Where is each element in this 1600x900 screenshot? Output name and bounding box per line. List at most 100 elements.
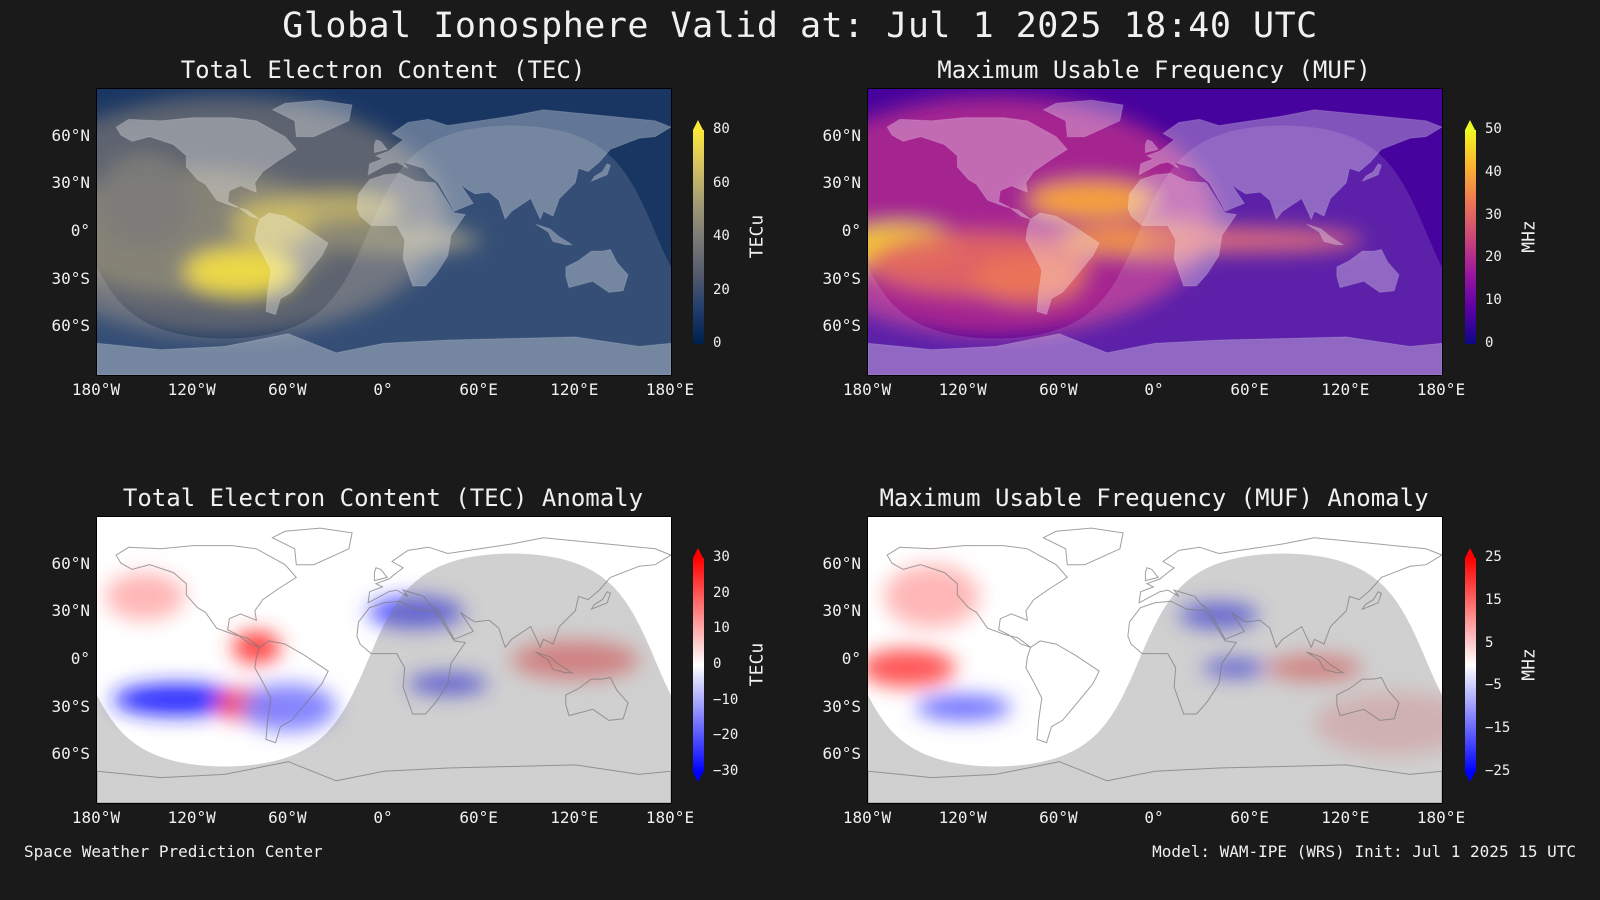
lon-tick: 60°E bbox=[1230, 380, 1269, 399]
lon-tick: 120°W bbox=[938, 380, 987, 399]
continent-japan bbox=[1360, 163, 1383, 183]
continent-australia bbox=[1336, 248, 1400, 293]
colorbar-tick: 40 bbox=[1485, 163, 1502, 180]
colorbar-tick: −15 bbox=[1485, 720, 1511, 737]
lon-tick: 0° bbox=[1144, 808, 1164, 827]
colorbar-arrow-top bbox=[693, 548, 703, 558]
lat-tick: 0° bbox=[70, 649, 90, 668]
lon-tick: 60°E bbox=[459, 808, 498, 827]
colorbar-arrow-bottom bbox=[1465, 772, 1475, 782]
lat-tick: 30°S bbox=[822, 696, 861, 716]
lon-tick: 180°W bbox=[71, 808, 121, 827]
lat-tick: 30°S bbox=[822, 268, 861, 288]
continent-greenland bbox=[1042, 99, 1124, 138]
colorbar-tick: −20 bbox=[713, 727, 739, 744]
continent-uk bbox=[1144, 139, 1160, 154]
continent-africa bbox=[356, 172, 467, 287]
colorbar-tick: 30 bbox=[713, 549, 730, 565]
lon-tick: 60°E bbox=[459, 380, 498, 399]
map-svg bbox=[868, 89, 1442, 375]
colorbar bbox=[1465, 130, 1476, 344]
continent-antarctica bbox=[97, 761, 671, 803]
lat-tick: 30°S bbox=[51, 696, 90, 716]
field-blob bbox=[1314, 691, 1442, 756]
lon-tick: 60°W bbox=[1039, 808, 1078, 827]
lon-tick: 180°E bbox=[1416, 380, 1466, 399]
continent-indonesia bbox=[1306, 223, 1345, 246]
lat-tick: 0° bbox=[841, 649, 861, 668]
lat-tick: 60°S bbox=[822, 316, 861, 336]
lon-tick: 0° bbox=[373, 808, 393, 827]
lat-tick: 0° bbox=[841, 221, 861, 240]
colorbar-tick: 15 bbox=[1485, 591, 1502, 608]
lon-tick: 60°W bbox=[268, 380, 307, 399]
continent-eurasia bbox=[367, 537, 671, 649]
lat-tick: 0° bbox=[70, 221, 90, 240]
footer-right: Model: WAM-IPE (WRS) Init: Jul 1 2025 15… bbox=[1152, 842, 1576, 861]
night-shade bbox=[97, 553, 671, 803]
colorbar-arrow-top bbox=[1465, 120, 1475, 130]
field-blob bbox=[915, 694, 1012, 721]
continent-south-america bbox=[254, 640, 329, 744]
continent-africa bbox=[1127, 172, 1238, 287]
lon-tick: 120°E bbox=[550, 380, 599, 399]
colorbar-tick: −30 bbox=[713, 763, 739, 779]
field-layer bbox=[868, 564, 1442, 756]
map-3 bbox=[96, 516, 672, 804]
field-blob bbox=[112, 683, 241, 716]
lat-tick: 30°N bbox=[51, 601, 90, 621]
colorbar-tick: −10 bbox=[713, 691, 739, 708]
colorbar-label: TECu bbox=[746, 642, 768, 687]
colorbar-tick: 60 bbox=[713, 174, 730, 191]
lon-tick: 120°E bbox=[1321, 380, 1370, 399]
colorbar-arrow-bottom bbox=[693, 772, 703, 782]
lat-tick: 30°N bbox=[822, 173, 861, 193]
continent-africa bbox=[356, 600, 467, 715]
continent-south-america bbox=[1025, 212, 1100, 316]
continent-north-america bbox=[886, 117, 1069, 220]
lon-tick: 180°E bbox=[1416, 808, 1466, 827]
continent-uk bbox=[373, 567, 389, 582]
lon-tick: 120°E bbox=[550, 808, 599, 827]
colorbar bbox=[693, 558, 704, 772]
field-blob bbox=[320, 227, 480, 253]
continent-greenland bbox=[271, 527, 353, 566]
colorbar-tick: 10 bbox=[1485, 292, 1502, 309]
field-blob bbox=[240, 683, 337, 732]
continent-south-america bbox=[1025, 640, 1100, 744]
panel-title: Maximum Usable Frequency (MUF) Anomaly bbox=[879, 484, 1429, 512]
colorbar-tick: 0 bbox=[1485, 335, 1494, 351]
colorbar-tick: 5 bbox=[1485, 634, 1494, 651]
colorbar-tick: 20 bbox=[713, 281, 730, 298]
map-4 bbox=[867, 516, 1443, 804]
continent-australia bbox=[565, 248, 629, 293]
map-1 bbox=[96, 88, 672, 376]
continent-greenland bbox=[271, 99, 353, 138]
panel-title: Total Electron Content (TEC) Anomaly bbox=[122, 484, 644, 512]
continent-japan bbox=[589, 591, 612, 611]
continent-greenland bbox=[1042, 527, 1124, 566]
lat-tick: 30°N bbox=[51, 173, 90, 193]
colorbar-arrow-top bbox=[1465, 548, 1475, 558]
lat-tick: 30°S bbox=[51, 268, 90, 288]
colorbar-tick: −25 bbox=[1485, 763, 1511, 779]
continent-eurasia bbox=[1138, 109, 1442, 221]
colorbar-tick: −5 bbox=[1485, 677, 1502, 694]
lat-tick: 60°N bbox=[822, 125, 861, 145]
continent-japan bbox=[1360, 591, 1383, 611]
colorbar-label: TECu bbox=[746, 214, 768, 259]
continent-indonesia bbox=[535, 223, 574, 246]
colorbar-label: MHz bbox=[1518, 648, 1540, 681]
lon-tick: 0° bbox=[373, 380, 393, 399]
continent-australia bbox=[565, 676, 629, 721]
field-blob bbox=[232, 200, 313, 248]
map-svg bbox=[97, 89, 671, 375]
footer-left: Space Weather Prediction Center bbox=[24, 842, 323, 861]
panel-title: Total Electron Content (TEC) bbox=[180, 56, 586, 84]
continent-north-america bbox=[886, 545, 1069, 648]
lat-tick: 60°N bbox=[51, 125, 90, 145]
colorbar-label: MHz bbox=[1518, 220, 1540, 253]
map-2 bbox=[867, 88, 1443, 376]
lon-tick: 60°E bbox=[1230, 808, 1269, 827]
lat-tick: 30°N bbox=[822, 601, 861, 621]
